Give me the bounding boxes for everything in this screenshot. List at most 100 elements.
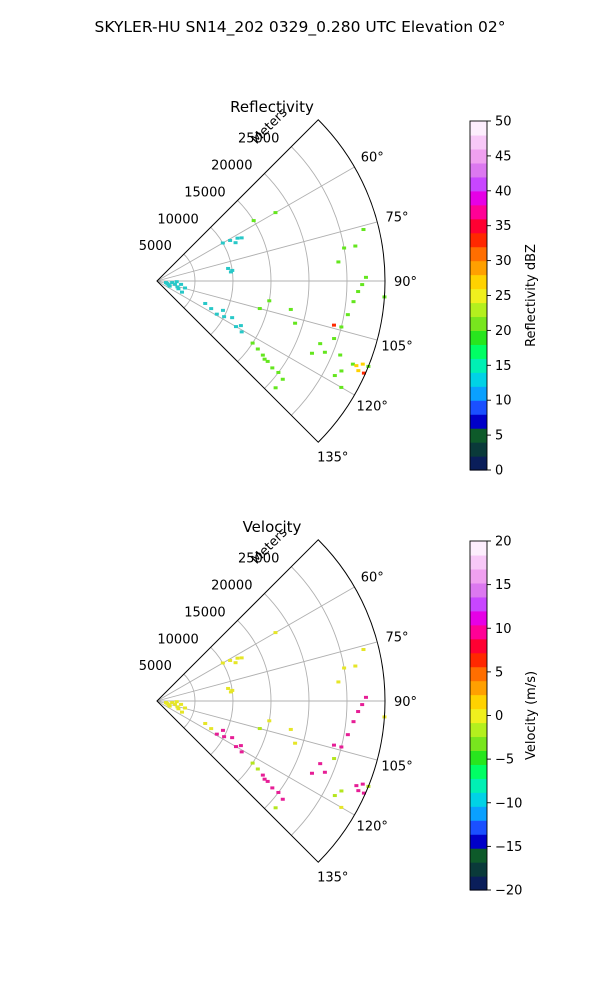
- data-point: [172, 282, 177, 286]
- data-point: [360, 782, 365, 786]
- colorbar-tick-label: 25: [495, 289, 512, 304]
- data-point: [309, 351, 314, 355]
- reflectivity-panel: Reflectivity 500010000150002000025000Met…: [139, 98, 539, 479]
- colorbar-bin: [470, 344, 487, 359]
- colorbar-bin: [470, 624, 487, 640]
- colorbar-bin: [470, 134, 487, 150]
- data-point: [209, 727, 214, 731]
- colorbar-tick-label: 45: [495, 149, 512, 164]
- colorbar-bin: [470, 722, 487, 738]
- data-point: [350, 362, 355, 366]
- colorbar-bin: [470, 582, 487, 598]
- colorbar-bin: [470, 414, 487, 429]
- data-point: [183, 706, 188, 710]
- colorbar-bin: [470, 358, 487, 373]
- colorbar-bin: [470, 400, 487, 415]
- data-point: [360, 703, 365, 707]
- data-point: [230, 688, 235, 692]
- data-point: [280, 797, 285, 801]
- colorbar-tick-label: −15: [495, 840, 522, 855]
- colorbar-bin: [470, 456, 487, 471]
- data-point: [203, 301, 208, 305]
- data-point: [293, 321, 298, 325]
- data-point: [260, 353, 265, 357]
- data-point: [235, 656, 240, 660]
- colorbar-bin: [470, 386, 487, 401]
- velocity-panel: Velocity 500010000150002000025000Meters6…: [139, 518, 539, 899]
- colorbar-tick-label: 0: [495, 709, 503, 724]
- data-point: [339, 745, 344, 749]
- colorbar-bin: [470, 428, 487, 443]
- range-tick-label: 5000: [139, 659, 172, 674]
- data-point: [318, 342, 323, 346]
- data-point: [175, 705, 180, 709]
- data-point: [226, 266, 231, 270]
- data-point: [332, 794, 337, 798]
- data-point: [276, 370, 281, 374]
- colorbar-bin: [470, 666, 487, 682]
- colorbar-tick-label: −5: [495, 753, 514, 768]
- angle-tick-label: 135°: [317, 871, 348, 886]
- colorbar-bin: [470, 652, 487, 668]
- data-point: [214, 732, 219, 736]
- colorbar-tick-label: 20: [495, 324, 512, 339]
- data-point: [250, 761, 255, 765]
- angle-tick-label: 75°: [386, 211, 409, 226]
- angle-tick-label: 135°: [317, 451, 348, 466]
- data-point: [342, 246, 347, 250]
- data-point: [262, 357, 267, 361]
- colorbar-bin: [470, 862, 487, 877]
- azimuth-gridline: [156, 641, 378, 702]
- colorbar-bin: [470, 442, 487, 457]
- data-point: [276, 790, 281, 794]
- colorbar-bin: [470, 246, 487, 262]
- data-point: [361, 371, 366, 375]
- figure-title: SKYLER-HU SN14_202 0329_0.280 UTC Elevat…: [95, 18, 506, 37]
- colorbar-bin: [470, 274, 487, 290]
- data-point: [228, 270, 233, 274]
- data-point: [250, 341, 255, 345]
- data-point: [183, 286, 188, 290]
- angle-tick-label: 105°: [381, 759, 412, 774]
- data-point: [273, 386, 278, 390]
- colorbar-bin: [470, 750, 487, 765]
- data-point: [228, 238, 233, 242]
- data-point: [354, 364, 359, 368]
- data-point: [360, 283, 365, 287]
- colorbar-tick-label: 10: [495, 394, 512, 409]
- sector-outline: [156, 539, 386, 863]
- colorbar-bin: [470, 596, 487, 612]
- range-tick-label: 10000: [157, 632, 198, 647]
- data-point: [214, 312, 219, 316]
- data-point: [322, 770, 327, 774]
- data-point: [228, 690, 233, 694]
- colorbar-bin: [470, 876, 487, 891]
- colorbar-bin: [470, 148, 487, 164]
- range-tick-label: 15000: [184, 605, 225, 620]
- colorbar-tick-label: 15: [495, 578, 512, 593]
- colorbar-bin: [470, 288, 487, 304]
- angle-tick-label: 105°: [381, 339, 412, 354]
- data-point: [361, 648, 366, 652]
- data-point: [267, 719, 272, 723]
- azimuth-gridline: [156, 221, 378, 282]
- data-point: [239, 656, 244, 660]
- data-point: [265, 779, 270, 783]
- colorbar-tick-label: 5: [495, 665, 503, 680]
- data-point: [273, 806, 278, 810]
- range-tick-label: 25000: [238, 132, 279, 147]
- colorbar-bin: [470, 736, 487, 751]
- data-point: [339, 325, 344, 329]
- data-point: [351, 720, 356, 724]
- data-point: [331, 323, 336, 327]
- data-point: [226, 686, 231, 690]
- data-point: [174, 280, 179, 284]
- angle-tick-label: 90°: [394, 695, 417, 710]
- data-point: [322, 350, 327, 354]
- data-point: [356, 369, 361, 373]
- data-point: [220, 241, 225, 245]
- colorbar-bin: [470, 260, 487, 276]
- data-point: [361, 791, 366, 795]
- data-point: [172, 702, 177, 706]
- colorbar-bin: [470, 694, 487, 710]
